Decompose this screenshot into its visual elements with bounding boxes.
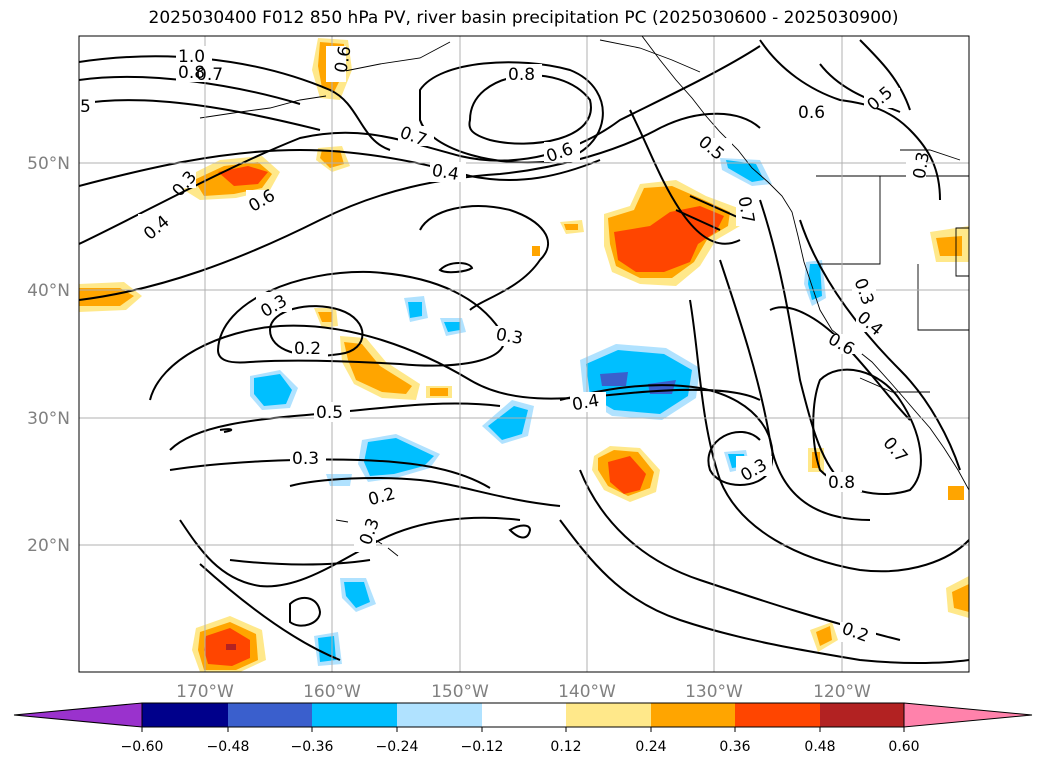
contour-label: 0.8	[178, 63, 205, 83]
colorbar-frame	[141, 702, 905, 728]
precip-patch	[408, 302, 422, 318]
contour-label: 0.3	[910, 150, 934, 180]
colorbar-bin	[228, 703, 312, 727]
contour-label: 0.3	[494, 325, 524, 349]
contour-label: 5	[80, 97, 91, 117]
colorbar-tick-label: −0.48	[207, 739, 250, 755]
contour-labels: 1.0 0.8 0.7 5 0.8 0.6 0.5 0.6 0.5 0.7 0.…	[79, 44, 934, 647]
contour-label: 0.4	[571, 391, 601, 415]
colorbar-bin	[142, 703, 228, 727]
contour-label: 0.8	[508, 65, 535, 85]
colorbar: −0.60 −0.48 −0.36 −0.24 −0.12 0.12 0.24 …	[13, 702, 1033, 755]
colorbar-tick-label: 0.12	[550, 739, 581, 755]
precip-patch	[816, 626, 832, 646]
colorbar-bin	[312, 703, 397, 727]
precip-patch	[364, 438, 434, 476]
pv-contour-layer	[79, 39, 969, 664]
contour-label: 0.4	[430, 161, 460, 185]
contour-label: 1.0	[178, 47, 205, 67]
map-frame	[78, 35, 970, 673]
precip-patch	[226, 644, 236, 650]
colorbar-ticks	[141, 727, 905, 732]
precip-patch	[430, 388, 448, 396]
colorbar-tick-label: −0.60	[121, 739, 164, 755]
contour-label: 0.7	[196, 65, 223, 85]
colorbar-tick-label: 0.48	[804, 739, 835, 755]
contour-label: 0.8	[828, 473, 855, 493]
lon-label-140w: 140°W	[558, 682, 616, 702]
colorbar-tick-label: −0.36	[291, 739, 334, 755]
lat-label-40n: 40°N	[27, 281, 70, 301]
contour-label: 0.6	[798, 103, 825, 123]
colorbar-tick-label: −0.24	[376, 739, 419, 755]
precip-patch	[726, 160, 764, 182]
lon-label-170w: 170°W	[176, 682, 234, 702]
precip-patch	[344, 342, 412, 394]
colorbar-tick-labels: −0.60 −0.48 −0.36 −0.24 −0.12 0.12 0.24 …	[121, 739, 920, 755]
map-panel: 1.0 0.8 0.7 5 0.8 0.6 0.5 0.6 0.5 0.7 0.…	[79, 36, 969, 672]
precip-patch	[564, 224, 578, 230]
colorbar-bin	[735, 703, 820, 727]
precip-patch	[808, 264, 822, 300]
contour-label: 0.2	[294, 339, 321, 359]
precip-patch	[948, 486, 964, 500]
precip-patch	[608, 456, 646, 494]
precip-patch	[318, 312, 332, 322]
precip-patch	[532, 246, 540, 256]
colorbar-bin	[820, 703, 904, 727]
precip-patch	[600, 372, 628, 386]
precip-fill-layer	[79, 38, 969, 672]
precip-patch	[254, 374, 292, 406]
precip-patch	[444, 322, 460, 332]
colorbar-tick-label: 0.24	[635, 739, 666, 755]
colorbar-tick-label: 0.60	[888, 739, 919, 755]
precip-patch	[936, 236, 962, 256]
contour-label: 0.7	[733, 195, 757, 225]
lat-label-20n: 20°N	[27, 536, 70, 556]
colorbar-tick-label: −0.12	[461, 739, 504, 755]
lat-label-50n: 50°N	[27, 154, 70, 174]
lon-label-150w: 150°W	[431, 682, 489, 702]
contour-label: 0.6	[331, 44, 355, 74]
colorbar-bin	[651, 703, 735, 727]
lat-label-30n: 30°N	[27, 409, 70, 429]
precip-patch	[614, 206, 724, 272]
colorbar-extend-low	[13, 702, 143, 728]
lon-axis-labels: 170°W 160°W 150°W 140°W 130°W 120°W	[176, 682, 871, 702]
map-title: 2025030400 F012 850 hPa PV, river basin …	[148, 8, 899, 28]
precip-patch	[218, 166, 268, 186]
colorbar-bin	[566, 703, 651, 727]
lon-label-160w: 160°W	[303, 682, 361, 702]
precip-patch	[952, 584, 969, 612]
lon-label-120w: 120°W	[813, 682, 871, 702]
colorbar-tick-label: 0.36	[719, 739, 750, 755]
colorbar-extend-high	[903, 702, 1033, 728]
precip-patch	[586, 350, 692, 414]
lon-label-130w: 130°W	[685, 682, 743, 702]
colorbar-bin	[397, 703, 482, 727]
colorbar-bin	[482, 703, 566, 727]
lat-axis-labels: 50°N 40°N 30°N 20°N	[27, 154, 70, 556]
precip-patch	[488, 406, 528, 440]
precip-patch	[344, 582, 370, 608]
contour-label: 0.5	[316, 403, 343, 423]
contour-label: 0.3	[292, 449, 319, 469]
